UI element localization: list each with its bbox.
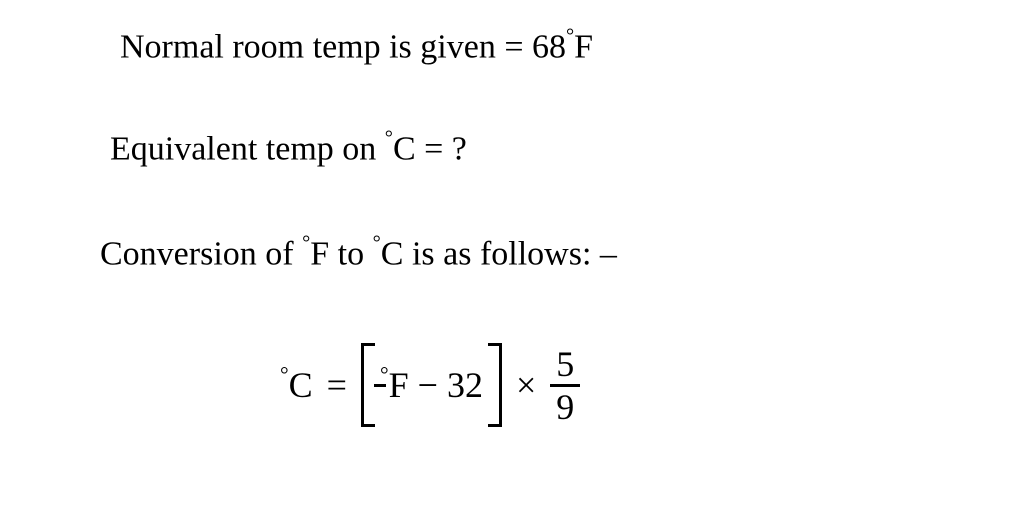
line-3-text-a: Conversion of [100,235,302,272]
fraction-denominator: 9 [550,387,580,425]
line-1: Normal room temp is given = 68°F [120,28,593,66]
fraction-numerator: 5 [550,346,580,384]
unit-fahrenheit: F [389,365,409,405]
degree-symbol: ° [380,362,389,386]
degree-symbol: ° [385,127,393,149]
unit-fahrenheit: F [310,235,329,272]
multiply-sign: × [516,364,536,406]
unit-fahrenheit: F [574,28,593,65]
unit-celsius: C [381,235,404,272]
degree-symbol: ° [302,232,310,254]
line-1-text: Normal room temp is given = 68 [120,28,566,65]
fraction-5-over-9: 5 9 [550,346,580,425]
degree-symbol: ° [373,232,381,254]
formula-lhs: °C [280,364,313,406]
line-3-text-b: to [329,235,372,272]
line-2-text-b: = ? [416,130,467,167]
degree-symbol: ° [566,25,574,47]
line-3: Conversion of °F to °C is as follows: – [100,235,617,273]
minus-32: − 32 [409,365,483,405]
unit-celsius: C [393,130,416,167]
unit-celsius: C [289,365,313,405]
degree-symbol: ° [280,362,289,386]
line-2-text-a: Equivalent temp on [110,130,385,167]
line-3-text-c: is as follows: – [403,235,616,272]
conversion-formula: °C = °F − 32 × 5 9 [280,345,580,425]
line-2: Equivalent temp on °C = ? [110,130,467,168]
bracket-group: °F − 32 [361,345,502,425]
bracket-inner: °F − 32 [374,364,489,406]
equals-sign: = [327,364,347,406]
handwritten-note: Normal room temp is given = 68°F Equival… [0,0,1024,512]
